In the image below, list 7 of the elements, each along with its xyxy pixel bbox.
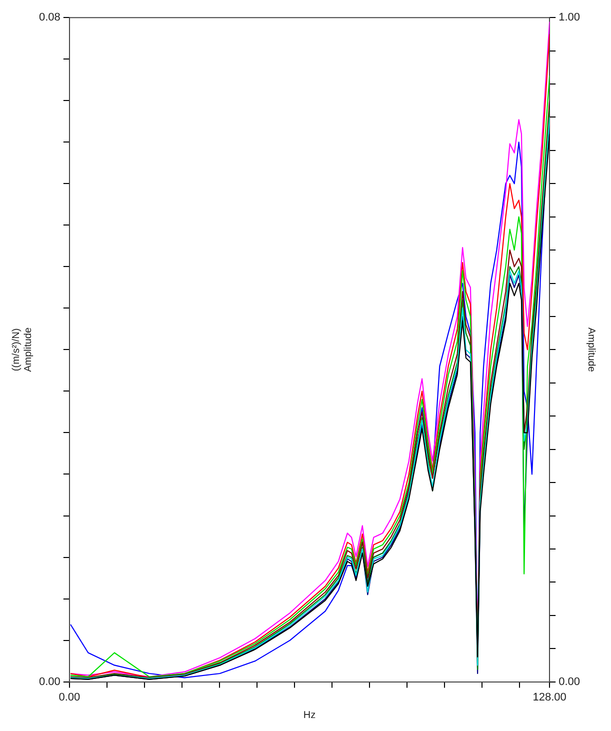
- y2-tick-label: 1.00: [558, 12, 580, 24]
- y2-axis-title: Amplitude: [585, 327, 596, 372]
- y2-tick-label: 0.00: [558, 676, 580, 688]
- y-tick-label: 0.08: [38, 12, 60, 24]
- y-axis-title: ((m/s²)/N) Amplitude: [10, 327, 34, 372]
- x-axis-title: Hz: [303, 710, 316, 721]
- x-tick-label: 128.00: [532, 691, 566, 704]
